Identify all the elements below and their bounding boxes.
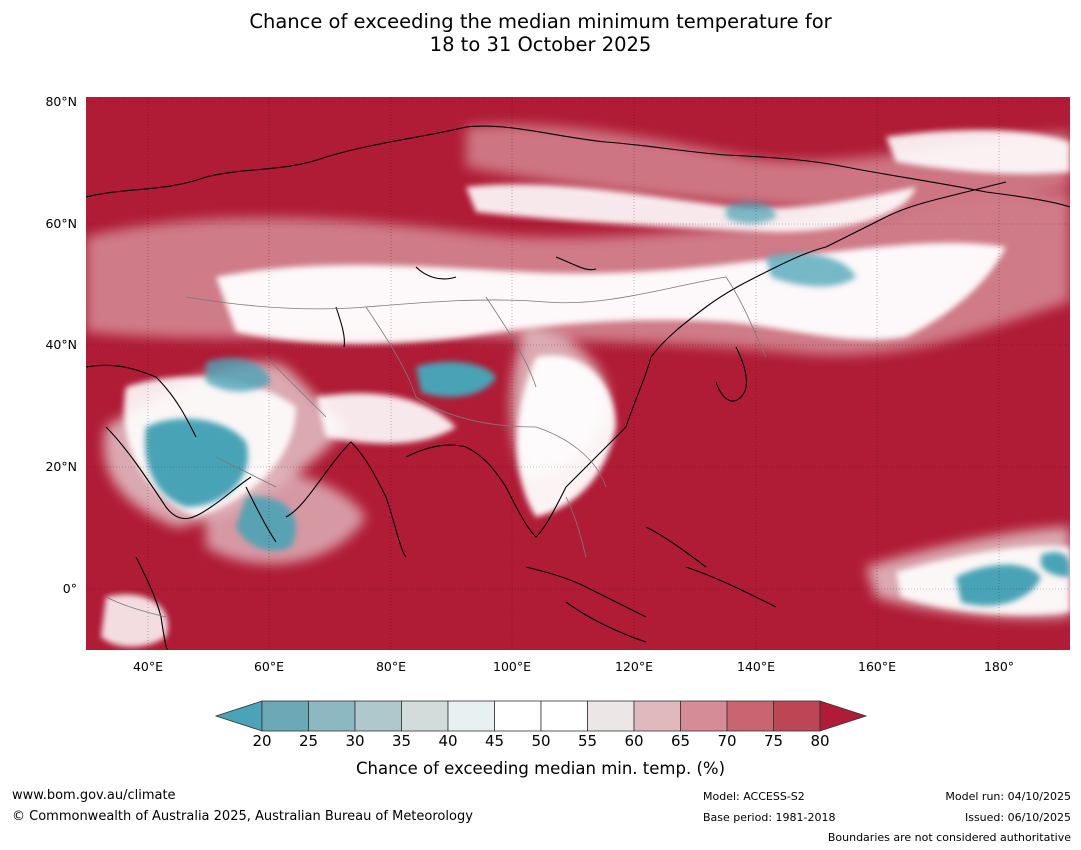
footer-copyright: © Commonwealth of Australia 2025, Austra…	[12, 809, 473, 824]
footer-issued: Issued: 06/10/2025	[964, 811, 1071, 824]
colorbar-swatch	[261, 700, 309, 732]
colorbar-tick-label: 25	[298, 732, 319, 750]
colorbar-tick-label: 60	[624, 732, 644, 750]
lon-label-180: 180°	[983, 659, 1015, 674]
lon-label-140e: 140°E	[736, 659, 776, 674]
lon-label-60e: 60°E	[253, 659, 285, 674]
footer-model: Model: ACCESS-S2	[703, 790, 805, 803]
lat-label-40n: 40°N	[45, 337, 77, 352]
colorbar-tick-label: 80	[810, 732, 830, 750]
footer-disclaimer: Boundaries are not considered authoritat…	[827, 831, 1071, 844]
lat-label-20n: 20°N	[45, 459, 77, 474]
colorbar-swatch	[726, 700, 774, 732]
colorbar-swatch	[633, 700, 681, 732]
colorbar-swatch	[773, 700, 821, 732]
colorbar-swatch	[587, 700, 635, 732]
colorbar-tick-label: 35	[391, 732, 412, 750]
footer-base-period: Base period: 1981-2018	[703, 811, 836, 824]
teal-regions	[145, 201, 1070, 606]
colorbar-tick-label: 40	[438, 732, 458, 750]
colorbar-swatch	[401, 700, 449, 732]
colorbar-extend-high	[819, 700, 868, 732]
colorbar-swatch	[447, 700, 495, 732]
colorbar-tick-label: 50	[531, 732, 551, 750]
forecast-map	[86, 97, 1070, 650]
colorbar-extend-low	[214, 700, 263, 732]
colorbar-label: Chance of exceeding median min. temp. (%…	[355, 759, 726, 778]
colorbar-tick-label: 75	[763, 732, 784, 750]
colorbar-swatch	[494, 700, 542, 732]
lon-label-100e: 100°E	[492, 659, 532, 674]
map-canvas	[86, 97, 1070, 650]
lat-label-80n: 80°N	[45, 94, 77, 109]
footer-website: www.bom.gov.au/climate	[12, 788, 176, 803]
lat-label-60n: 60°N	[45, 216, 77, 231]
lon-label-160e: 160°E	[857, 659, 897, 674]
chart-title: Chance of exceeding the median minimum t…	[0, 10, 1081, 56]
lat-label-0: 0°	[62, 581, 77, 596]
colorbar-swatch	[308, 700, 356, 732]
colorbar-tick-label: 55	[577, 732, 598, 750]
colorbar-swatch	[540, 700, 588, 732]
colorbar-tick-label: 70	[717, 732, 737, 750]
colorbar-tick-label: 65	[670, 732, 691, 750]
footer-model-run: Model run: 04/10/2025	[945, 790, 1071, 803]
colorbar-swatch	[354, 700, 402, 732]
lon-label-40e: 40°E	[132, 659, 164, 674]
colorbar-swatch	[680, 700, 728, 732]
title-line-2: 18 to 31 October 2025	[429, 33, 652, 56]
country-borders	[105, 276, 767, 618]
lon-label-120e: 120°E	[614, 659, 654, 674]
colorbar-tick-label: 30	[345, 732, 365, 750]
colorbar-tick-label: 20	[252, 732, 272, 750]
coastlines	[86, 125, 1070, 650]
title-line-1: Chance of exceeding the median minimum t…	[249, 10, 832, 33]
colorbar-swatches	[214, 700, 868, 732]
colorbar-tick-label: 45	[484, 732, 505, 750]
lon-label-80e: 80°E	[375, 659, 407, 674]
